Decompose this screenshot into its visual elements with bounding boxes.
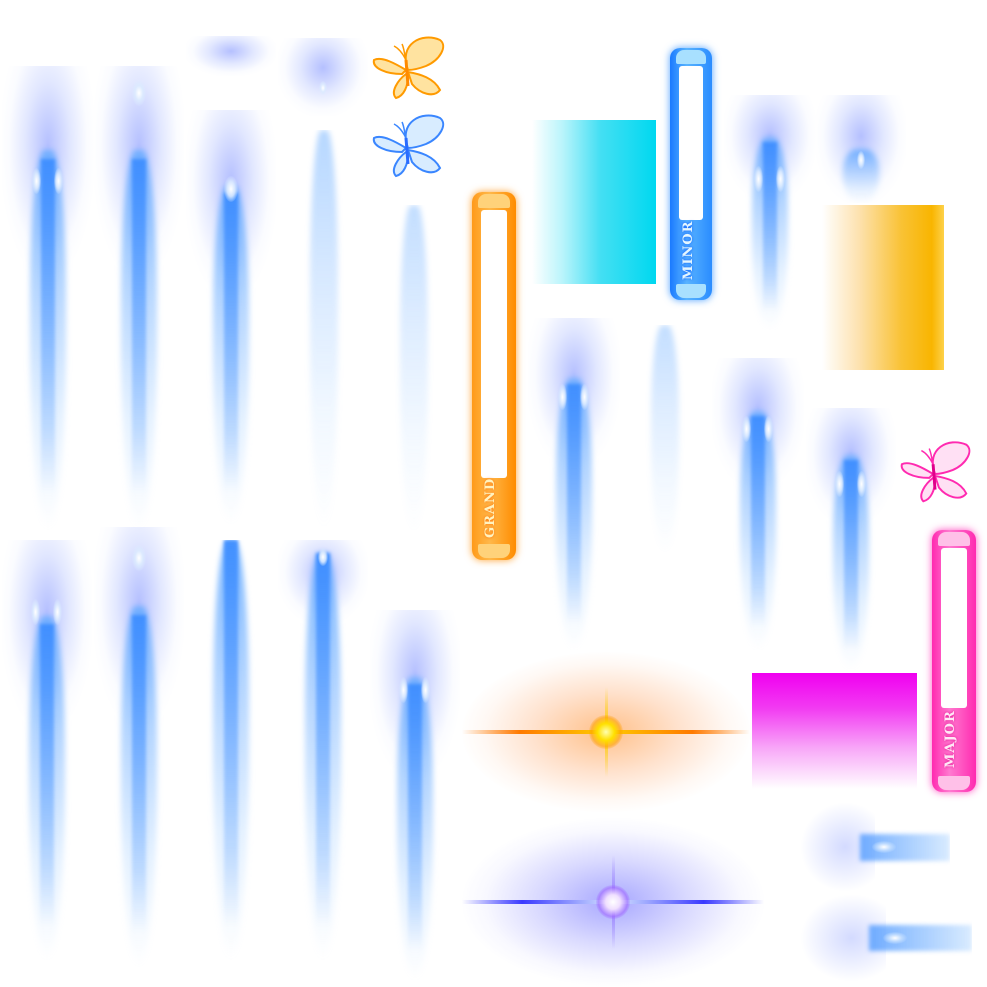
blue-smoke-sprite-1 — [288, 130, 360, 530]
blue-wisp-sprite-6 — [186, 540, 276, 960]
butterfly-icon — [896, 438, 978, 508]
blue-wisp-sprite-2 — [94, 66, 184, 530]
orange-lens-flare-sprite — [462, 652, 750, 812]
major-jackpot-bar: MAJOR — [932, 530, 976, 792]
blue-wisp-sprite-9 — [528, 318, 620, 650]
major-bar-label: MAJOR — [943, 710, 958, 768]
butterfly-icon — [368, 112, 452, 182]
blue-glow-strip-sprite — [186, 36, 276, 76]
blue-lens-flare-sprite — [462, 818, 764, 986]
blue-wisp-sprite-3 — [186, 110, 276, 524]
blue-wisp-sprite-5 — [94, 527, 184, 967]
grand-jackpot-bar: GRAND — [472, 192, 516, 560]
orange-gradient-swatch — [822, 205, 944, 370]
minor-bar-label: MINOR — [681, 220, 696, 280]
blue-wisp-sprite-8 — [370, 610, 460, 980]
butterfly-icon — [368, 34, 452, 102]
blue-wisp-sprite-11 — [816, 95, 906, 203]
minor-jackpot-bar: MINOR — [670, 48, 712, 300]
cyan-gradient-swatch — [532, 120, 656, 284]
blue-wisp-sprite-1 — [2, 66, 94, 530]
blue-wisp-sprite-12 — [712, 358, 804, 650]
blue-smoke-sprite-3 — [630, 325, 700, 555]
blue-wisp-horizontal-sprite-1 — [800, 802, 950, 892]
blue-wisp-sprite-7 — [278, 540, 368, 960]
blue-wisp-sprite-13 — [806, 408, 896, 670]
grand-bar-label: GRAND — [483, 477, 498, 538]
blue-smoke-sprite-2 — [380, 205, 448, 535]
magenta-gradient-swatch — [752, 673, 917, 789]
blue-wisp-horizontal-sprite-2 — [800, 894, 972, 982]
blue-glow-cap-sprite — [278, 38, 368, 116]
blue-wisp-sprite-10 — [724, 95, 816, 330]
blue-wisp-sprite-4 — [2, 540, 92, 960]
